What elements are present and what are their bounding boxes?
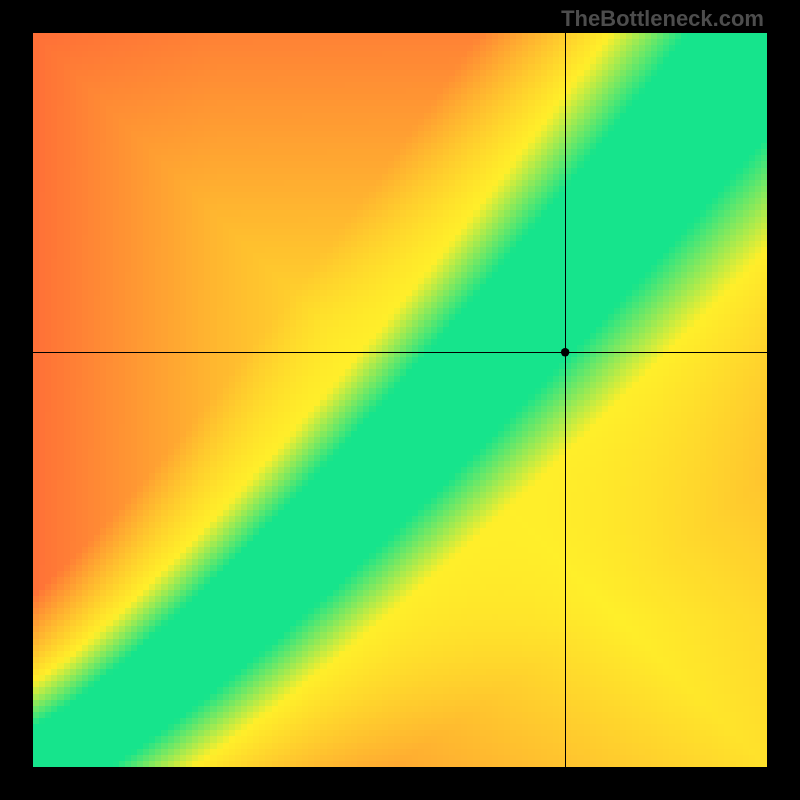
heatmap-canvas — [0, 0, 800, 800]
watermark-text: TheBottleneck.com — [561, 6, 764, 32]
chart-container: TheBottleneck.com — [0, 0, 800, 800]
